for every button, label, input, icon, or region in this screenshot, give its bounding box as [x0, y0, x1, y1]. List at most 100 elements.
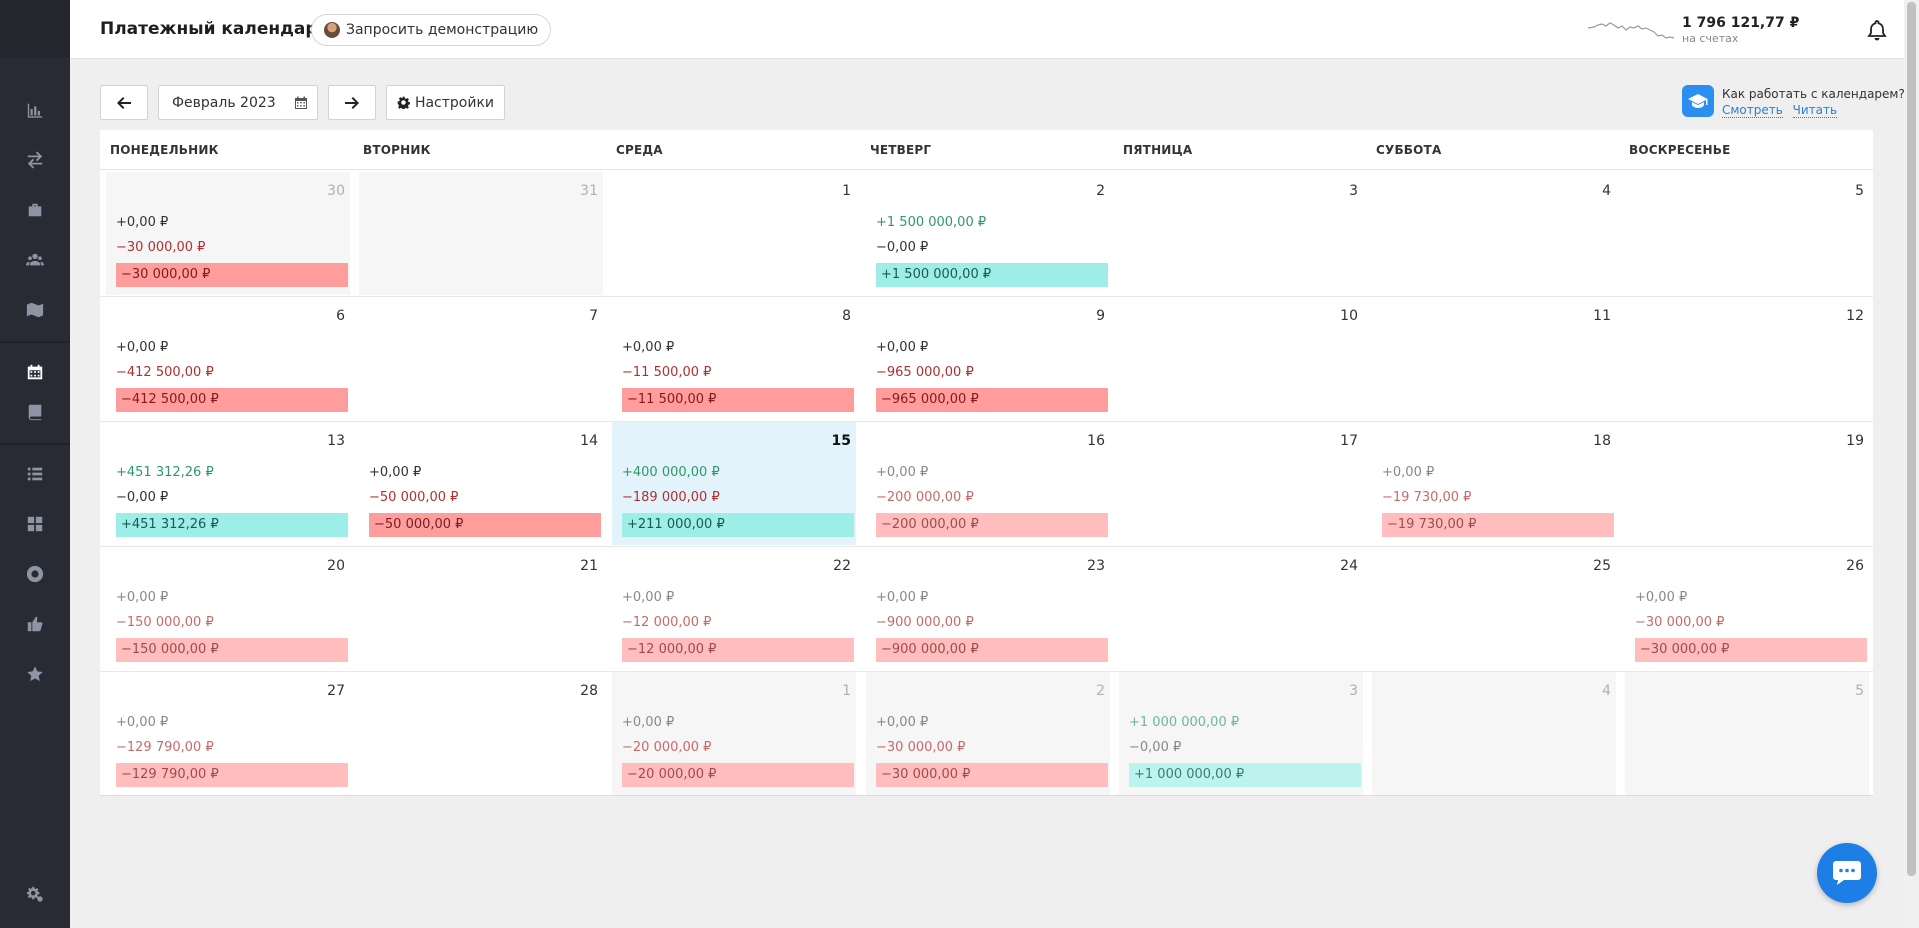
day-expense[interactable]: −965 000,00 ₽ — [876, 365, 974, 380]
day-expense[interactable]: −30 000,00 ₽ — [1635, 615, 1725, 630]
thumbs-up-icon[interactable] — [25, 614, 45, 634]
map-icon[interactable] — [25, 300, 45, 320]
users-icon[interactable] — [25, 250, 45, 270]
day-cell[interactable]: 27 +0,00 ₽ −129 790,00 ₽ −129 790,00 ₽ — [106, 672, 350, 795]
bar-chart-icon[interactable] — [25, 100, 45, 120]
day-cell[interactable]: 13 +451 312,26 ₽ −0,00 ₽ +451 312,26 ₽ — [106, 422, 350, 545]
day-cell[interactable]: 15 +400 000,00 ₽ −189 000,00 ₽ +211 000,00 … — [612, 422, 856, 545]
day-expense[interactable]: −412 500,00 ₽ — [116, 365, 214, 380]
day-income[interactable]: +0,00 ₽ — [1635, 590, 1688, 605]
day-income[interactable]: +0,00 ₽ — [116, 340, 169, 355]
day-income[interactable]: +0,00 ₽ — [622, 590, 675, 605]
month-picker[interactable]: Февраль 2023 — [158, 85, 318, 120]
day-income[interactable]: +0,00 ₽ — [1382, 465, 1435, 480]
day-cell[interactable]: 30 +0,00 ₽ −30 000,00 ₽ −30 000,00 ₽ — [106, 172, 350, 295]
day-cell[interactable]: 16 +0,00 ₽ −200 000,00 ₽ −200 000,00 ₽ — [866, 422, 1110, 545]
day-expense[interactable]: −11 500,00 ₽ — [622, 365, 712, 380]
next-month-button[interactable] — [328, 85, 376, 120]
day-cell[interactable]: 19 — [1625, 422, 1869, 545]
day-income[interactable]: +451 312,26 ₽ — [116, 465, 214, 480]
settings-icon[interactable] — [25, 884, 45, 904]
day-cell[interactable]: 10 — [1119, 297, 1363, 420]
day-expense[interactable]: −129 790,00 ₽ — [116, 740, 214, 755]
day-expense[interactable]: −50 000,00 ₽ — [369, 490, 459, 505]
day-income[interactable]: +0,00 ₽ — [369, 465, 422, 480]
day-balance[interactable]: −900 000,00 ₽ — [876, 638, 1108, 662]
day-cell[interactable]: 17 — [1119, 422, 1363, 545]
day-income[interactable]: +0,00 ₽ — [876, 590, 929, 605]
day-balance[interactable]: −412 500,00 ₽ — [116, 388, 348, 412]
day-income[interactable]: +1 000 000,00 ₽ — [1129, 715, 1240, 730]
day-income[interactable]: +0,00 ₽ — [116, 715, 169, 730]
day-cell[interactable]: 9 +0,00 ₽ −965 000,00 ₽ −965 000,00 ₽ — [866, 297, 1110, 420]
settings-button[interactable]: Настройки — [386, 85, 505, 120]
day-expense[interactable]: −19 730,00 ₽ — [1382, 490, 1472, 505]
day-balance[interactable]: −30 000,00 ₽ — [1635, 638, 1867, 662]
transfer-icon[interactable] — [25, 150, 45, 170]
day-balance[interactable]: −50 000,00 ₽ — [369, 513, 601, 537]
day-balance[interactable]: +211 000,00 ₽ — [622, 513, 854, 537]
day-income[interactable]: +0,00 ₽ — [622, 715, 675, 730]
calendar-icon[interactable] — [25, 362, 45, 382]
day-cell[interactable]: 22 +0,00 ₽ −12 000,00 ₽ −12 000,00 ₽ — [612, 547, 856, 670]
day-cell[interactable]: 7 — [359, 297, 603, 420]
day-cell[interactable]: 6 +0,00 ₽ −412 500,00 ₽ −412 500,00 ₽ — [106, 297, 350, 420]
day-cell[interactable]: 31 — [359, 172, 603, 295]
chat-button[interactable] — [1817, 843, 1877, 903]
list-icon[interactable] — [25, 464, 45, 484]
day-income[interactable]: +0,00 ₽ — [876, 715, 929, 730]
day-expense[interactable]: −150 000,00 ₽ — [116, 615, 214, 630]
day-cell[interactable]: 20 +0,00 ₽ −150 000,00 ₽ −150 000,00 ₽ — [106, 547, 350, 670]
help-watch-link[interactable]: Смотреть — [1722, 103, 1783, 118]
request-demo-button[interactable]: Запросить демонстрацию — [311, 14, 552, 46]
day-balance[interactable]: −150 000,00 ₽ — [116, 638, 348, 662]
balance-widget[interactable]: 1 796 121,77 ₽ на счетах — [1682, 15, 1799, 45]
day-expense[interactable]: −900 000,00 ₽ — [876, 615, 974, 630]
day-balance[interactable]: −30 000,00 ₽ — [116, 263, 348, 287]
day-cell[interactable]: 28 — [359, 672, 603, 795]
day-balance[interactable]: −20 000,00 ₽ — [622, 763, 854, 787]
page-scrollbar[interactable] — [1904, 0, 1919, 928]
day-expense[interactable]: −200 000,00 ₽ — [876, 490, 974, 505]
day-income[interactable]: +400 000,00 ₽ — [622, 465, 720, 480]
scrollbar-thumb[interactable] — [1907, 2, 1916, 876]
lifebuoy-icon[interactable] — [25, 564, 45, 584]
day-income[interactable]: +0,00 ₽ — [116, 590, 169, 605]
day-expense[interactable]: −12 000,00 ₽ — [622, 615, 712, 630]
day-cell[interactable]: 2 +0,00 ₽ −30 000,00 ₽ −30 000,00 ₽ — [866, 672, 1110, 795]
day-expense[interactable]: −189 000,00 ₽ — [622, 490, 720, 505]
day-expense[interactable]: −0,00 ₽ — [1129, 740, 1182, 755]
day-income[interactable]: +0,00 ₽ — [622, 340, 675, 355]
day-balance[interactable]: −19 730,00 ₽ — [1382, 513, 1614, 537]
day-balance[interactable]: −965 000,00 ₽ — [876, 388, 1108, 412]
day-balance[interactable]: −11 500,00 ₽ — [622, 388, 854, 412]
day-balance[interactable]: −129 790,00 ₽ — [116, 763, 348, 787]
day-income[interactable]: +0,00 ₽ — [116, 215, 169, 230]
day-cell[interactable]: 2 +1 500 000,00 ₽ −0,00 ₽ +1 500 000,00 ₽ — [866, 172, 1110, 295]
star-icon[interactable] — [25, 664, 45, 684]
day-cell[interactable]: 12 — [1625, 297, 1869, 420]
help-read-link[interactable]: Читать — [1792, 103, 1838, 118]
day-expense[interactable]: −0,00 ₽ — [116, 490, 169, 505]
day-balance[interactable]: +1 000 000,00 ₽ — [1129, 763, 1361, 787]
day-balance[interactable]: +451 312,26 ₽ — [116, 513, 348, 537]
dashboard-icon[interactable] — [25, 514, 45, 534]
day-balance[interactable]: −12 000,00 ₽ — [622, 638, 854, 662]
day-cell[interactable]: 8 +0,00 ₽ −11 500,00 ₽ −11 500,00 ₽ — [612, 297, 856, 420]
day-income[interactable]: +1 500 000,00 ₽ — [876, 215, 987, 230]
day-cell[interactable]: 4 — [1372, 672, 1616, 795]
day-income[interactable]: +0,00 ₽ — [876, 465, 929, 480]
book-icon[interactable] — [25, 402, 45, 422]
day-expense[interactable]: −20 000,00 ₽ — [622, 740, 712, 755]
day-cell[interactable]: 3 — [1119, 172, 1363, 295]
day-cell[interactable]: 26 +0,00 ₽ −30 000,00 ₽ −30 000,00 ₽ — [1625, 547, 1869, 670]
day-cell[interactable]: 24 — [1119, 547, 1363, 670]
day-cell[interactable]: 21 — [359, 547, 603, 670]
day-expense[interactable]: −30 000,00 ₽ — [876, 740, 966, 755]
day-balance[interactable]: −30 000,00 ₽ — [876, 763, 1108, 787]
day-expense[interactable]: −0,00 ₽ — [876, 240, 929, 255]
bell-icon[interactable] — [1867, 19, 1887, 41]
day-cell[interactable]: 5 — [1625, 672, 1869, 795]
day-cell[interactable]: 1 — [612, 172, 856, 295]
day-cell[interactable]: 23 +0,00 ₽ −900 000,00 ₽ −900 000,00 ₽ — [866, 547, 1110, 670]
